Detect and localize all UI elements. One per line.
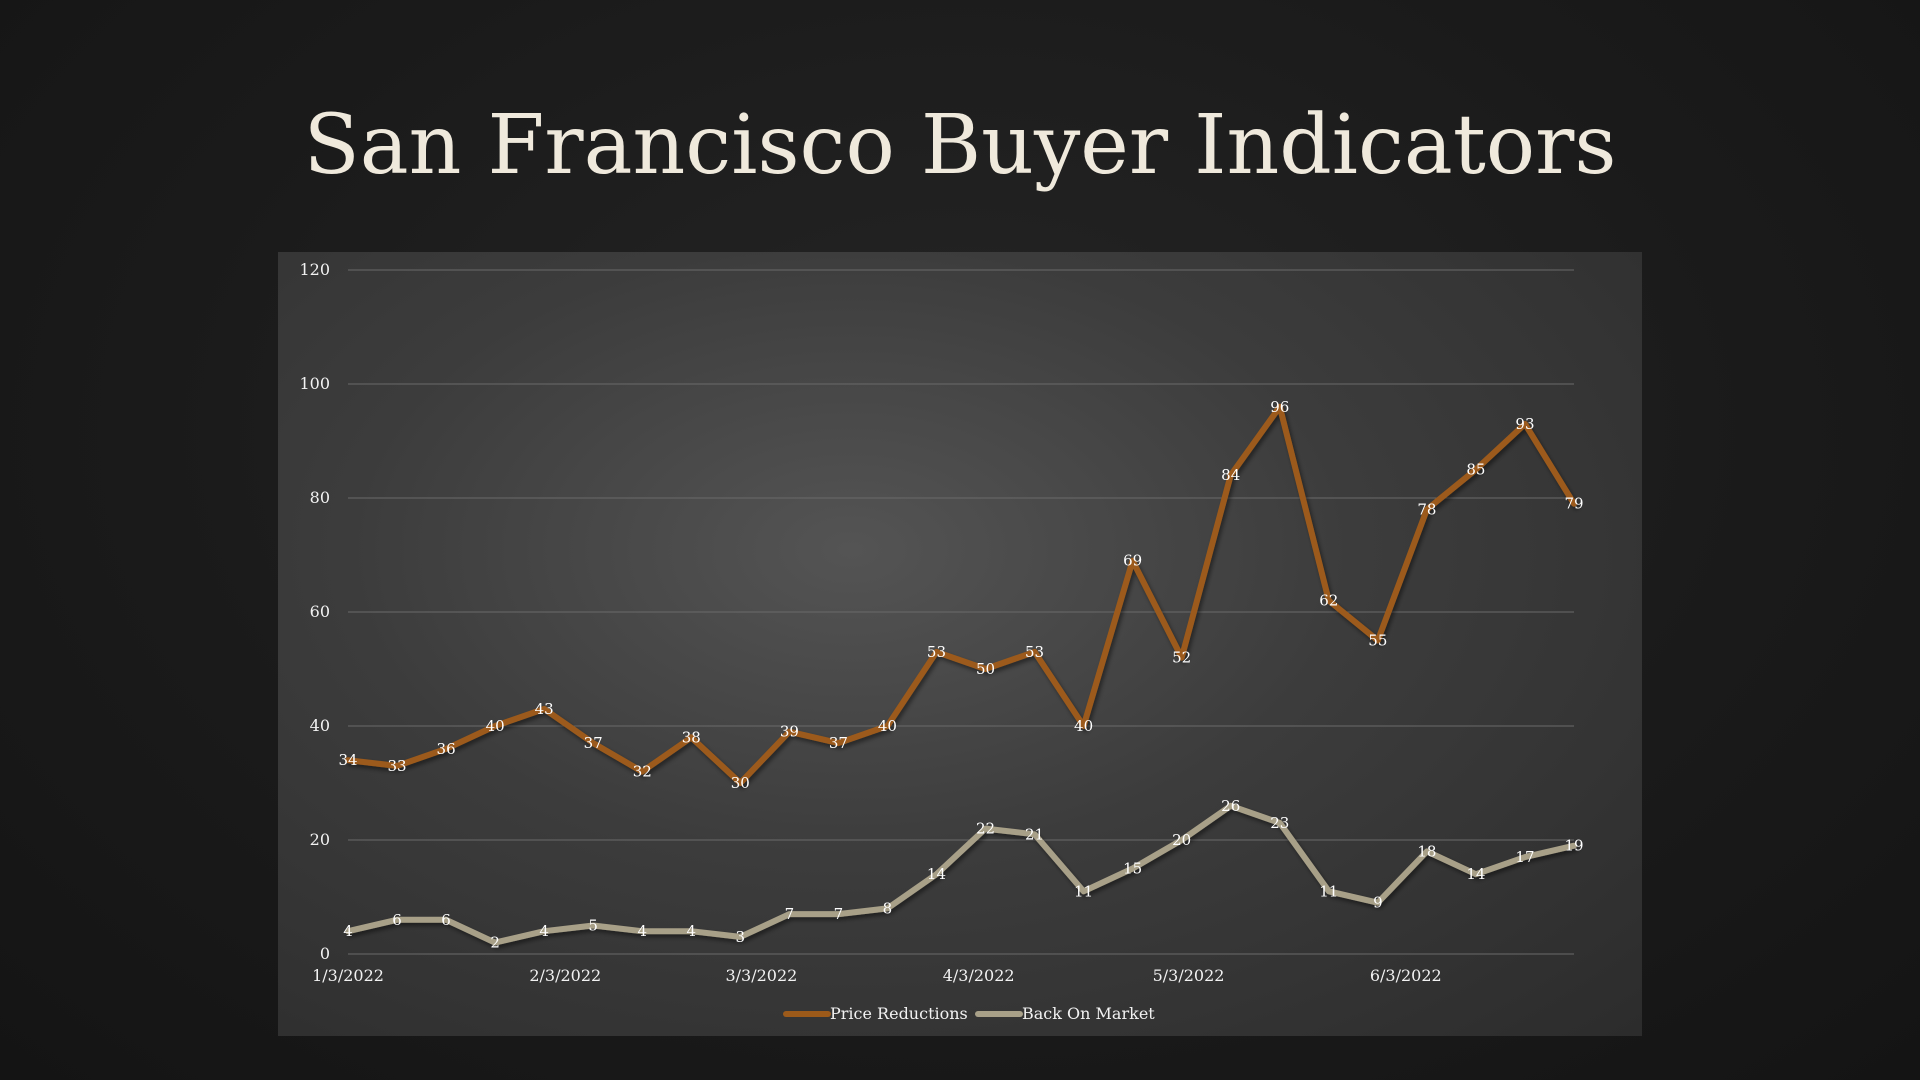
data-label: 23: [1270, 814, 1289, 832]
data-label: 22: [976, 820, 995, 838]
data-label: 50: [976, 660, 995, 678]
data-label: 4: [687, 922, 697, 940]
data-label: 4: [539, 922, 549, 940]
data-label: 7: [834, 905, 844, 923]
data-label: 93: [1515, 415, 1534, 433]
data-label: 14: [927, 865, 946, 883]
data-label: 15: [1123, 860, 1142, 878]
series-line-price-reductions: [345, 403, 1577, 786]
legend: Price Reductions Back On Market: [783, 1004, 1155, 1023]
data-label: 53: [1025, 643, 1044, 661]
y-tick-label: 40: [310, 716, 330, 735]
data-label: 40: [878, 717, 897, 735]
x-tick-label: 4/3/2022: [943, 966, 1015, 985]
data-label: 14: [1466, 865, 1485, 883]
data-label: 37: [584, 734, 603, 752]
y-axis-ticks: 0 20 40 60 80 100 120: [299, 260, 330, 963]
data-label: 6: [392, 911, 402, 929]
data-label: 4: [343, 922, 353, 940]
chart-panel: 0 20 40 60 80 100 120 1/3/2022 2/3/2022 3/3/2022…: [278, 252, 1642, 1036]
series-lines: [345, 403, 1577, 946]
data-label: 33: [387, 757, 406, 775]
y-tick-label: 80: [310, 488, 330, 507]
data-label: 17: [1515, 848, 1534, 866]
data-label: 8: [883, 899, 893, 917]
data-label: 32: [633, 763, 652, 781]
data-label: 38: [682, 728, 701, 746]
y-tick-label: 120: [299, 260, 330, 279]
data-label: 96: [1270, 398, 1289, 416]
y-tick-label: 100: [299, 374, 330, 393]
series-line-back-on-market: [345, 802, 1577, 946]
data-label: 53: [927, 643, 946, 661]
data-label: 69: [1123, 552, 1142, 570]
data-label: 11: [1319, 882, 1338, 900]
data-label: 9: [1373, 894, 1383, 912]
data-label: 84: [1221, 466, 1240, 484]
data-label: 40: [486, 717, 505, 735]
data-label: 85: [1466, 461, 1485, 479]
data-label: 78: [1417, 500, 1436, 518]
legend-label: Price Reductions: [830, 1004, 968, 1023]
data-label: 30: [731, 774, 750, 792]
data-label: 3: [736, 928, 746, 946]
data-label: 20: [1172, 831, 1191, 849]
data-label: 39: [780, 723, 799, 741]
line-chart: 0 20 40 60 80 100 120 1/3/2022 2/3/2022 3/3/2022…: [299, 260, 1583, 1023]
data-label: 26: [1221, 797, 1240, 815]
x-tick-label: 6/3/2022: [1370, 966, 1442, 985]
y-tick-label: 60: [310, 602, 330, 621]
data-label: 21: [1025, 825, 1044, 843]
data-label: 2: [490, 934, 500, 952]
data-labels: 34 33364043373238303937405350534069528496…: [338, 398, 1583, 952]
data-label: 52: [1172, 649, 1191, 667]
data-label: 6: [441, 911, 451, 929]
y-tick-label: 20: [310, 830, 330, 849]
data-label: 55: [1368, 632, 1387, 650]
x-axis-ticks: 1/3/2022 2/3/2022 3/3/2022 4/3/2022 5/3/2022…: [312, 966, 1442, 985]
data-label: 7: [785, 905, 795, 923]
data-label: 4: [637, 922, 647, 940]
data-label: 37: [829, 734, 848, 752]
data-label: 40: [1074, 717, 1093, 735]
data-label: 62: [1319, 592, 1338, 610]
y-tick-label: 0: [320, 944, 330, 963]
data-label: 18: [1417, 842, 1436, 860]
data-label: 11: [1074, 882, 1093, 900]
x-tick-label: 5/3/2022: [1153, 966, 1225, 985]
data-label: 36: [437, 740, 456, 758]
gridlines: [348, 269, 1574, 955]
x-tick-label: 3/3/2022: [725, 966, 797, 985]
data-label: 5: [588, 917, 598, 935]
slide-title: San Francisco Buyer Indicators: [303, 98, 1617, 193]
data-label: 43: [535, 700, 554, 718]
legend-label: Back On Market: [1022, 1004, 1155, 1023]
x-tick-label: 1/3/2022: [312, 966, 384, 985]
x-tick-label: 2/3/2022: [529, 966, 601, 985]
data-label: 34: [338, 751, 357, 769]
data-label: 19: [1564, 837, 1583, 855]
data-label: 79: [1564, 495, 1583, 513]
